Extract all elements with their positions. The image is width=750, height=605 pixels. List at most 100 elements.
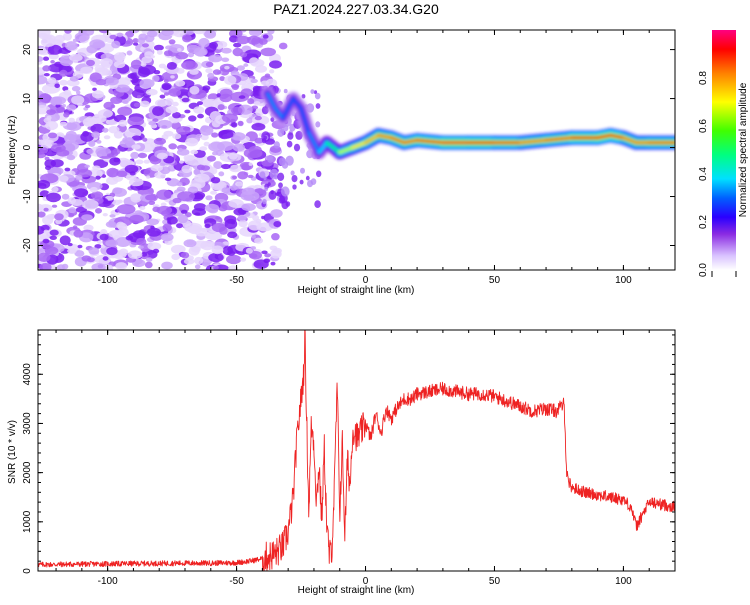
noise-blob [38,203,44,211]
noise-blob [253,101,261,106]
noise-blob [139,78,155,89]
noise-blob [94,113,100,118]
noise-blob [247,174,254,179]
x-tick-label: -100 [98,275,118,286]
noise-blob [144,261,153,269]
noise-blob [240,257,247,262]
noise-blob [193,30,206,35]
y-tick-label: 1000 [22,510,33,533]
noise-blob [95,147,111,157]
snr-y-ticks: 0 1000 2000 3000 4000 [22,334,675,574]
noise-blob [115,262,128,270]
noise-blob [127,73,137,79]
noise-blob [299,179,304,185]
ridge-core [621,136,638,145]
noise-blob [148,121,157,126]
noise-blob [238,95,246,99]
noise-blob [207,72,215,79]
noise-blob [92,165,101,171]
noise-blob [269,245,278,251]
noise-blob [248,162,253,166]
x-tick-label: -100 [98,576,118,587]
noise-blob [66,104,77,111]
noise-blob [207,155,216,162]
noise-blob [74,32,90,42]
noise-blob [212,151,219,156]
noise-blob [145,88,158,96]
noise-blob [114,52,126,62]
noise-blob [164,98,174,106]
noise-blob [54,34,66,43]
noise-blob [287,132,294,140]
noise-blob [160,202,167,207]
noise-blob [229,35,239,43]
noise-blob [295,130,303,140]
noise-blob [251,123,266,131]
snr-x-label: Height of straight line (km) [298,585,415,596]
noise-blob [43,73,50,77]
noise-blob [43,229,49,234]
noise-blob [50,144,66,153]
noise-blob [205,195,213,201]
noise-blob [191,208,206,216]
noise-blob [126,50,133,56]
noise-blob [255,108,265,116]
noise-blob [273,221,282,228]
x-tick-label: 0 [363,275,369,286]
noise-blob [161,30,174,37]
colorbar-label: Normalized spectral amplitude [738,82,749,217]
noise-blob [153,137,166,145]
noise-blob [67,197,77,205]
noise-blob [264,253,271,258]
noise-blob [185,137,199,147]
noise-blob [213,161,223,170]
noise-blob [204,230,223,241]
noise-blob [116,32,124,38]
noise-blob [228,265,238,270]
noise-blob [230,185,238,191]
ridge-core [299,106,311,135]
ridge-core [338,146,355,154]
x-tick-label: -50 [229,576,244,587]
noise-blob [263,135,267,140]
noise-blob [293,143,301,152]
noise-blob [172,101,179,107]
ridge-core [291,97,303,110]
y-tick-label: 10 [22,93,33,105]
y-tick-label: 0 [22,144,33,150]
noise-blob [270,117,275,122]
noise-blob [131,135,142,141]
noise-blob [177,191,195,202]
noise-blob [187,52,194,58]
noise-blob [156,49,163,55]
noise-blob [211,132,219,138]
noise-blob [254,115,262,121]
colorbar-tick-label: 0.8 [698,71,709,85]
colorbar-tick-label: 0.6 [698,119,709,133]
spectrogram-x-ticks: -100 -50 0 50 100 [55,30,676,286]
noise-blob [125,31,134,38]
noise-blob [194,264,201,270]
ridge-core [609,133,625,140]
noise-blob [236,65,245,71]
noise-blob [44,246,59,255]
noise-blob [310,89,315,94]
noise-blob [243,148,263,159]
noise-blob [130,59,142,70]
noise-blob [281,157,286,162]
noise-blob [247,98,255,105]
noise-blob [300,167,305,174]
noise-blob [59,235,71,246]
noise-blob [269,53,281,64]
noise-blob [221,57,230,63]
noise-blob [80,66,93,75]
noise-blob [199,125,214,136]
noise-blob [181,182,186,187]
noise-blob [49,96,66,105]
noise-blob [233,42,242,48]
noise-blob [233,208,247,216]
noise-blob [239,52,248,58]
noise-blob [148,200,156,205]
noise-blob [125,235,134,241]
